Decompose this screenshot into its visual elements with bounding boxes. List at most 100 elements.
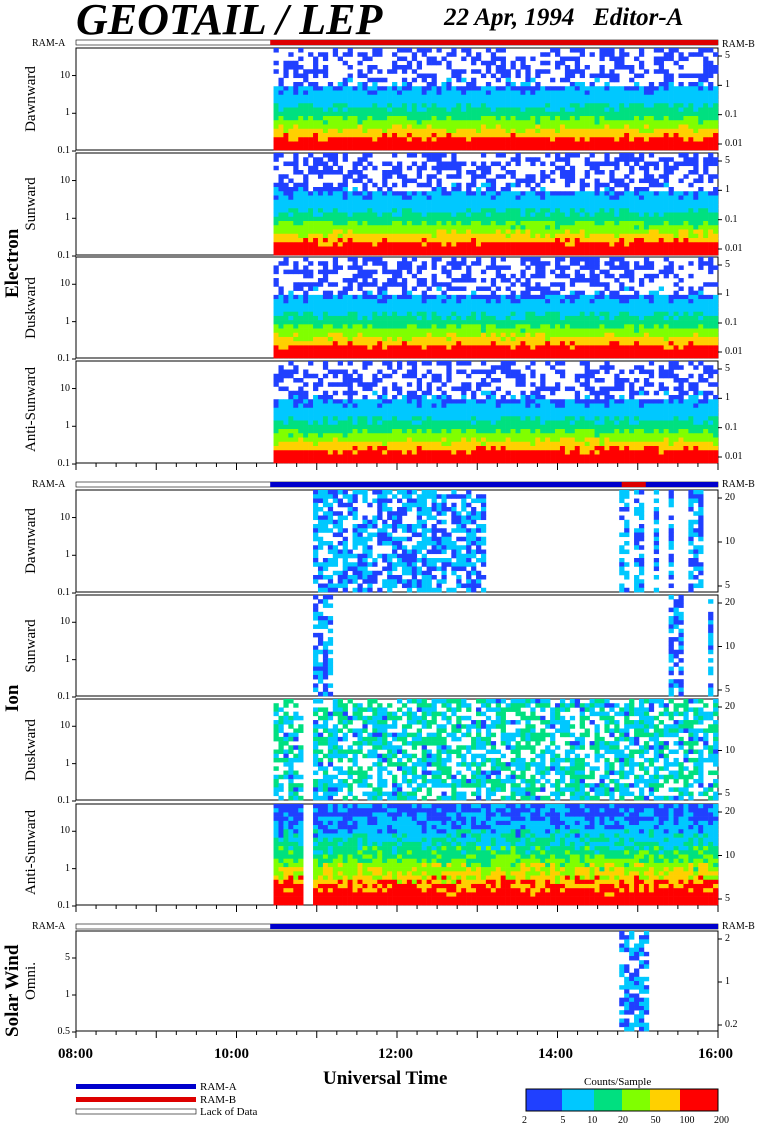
pixel bbox=[564, 233, 571, 239]
pixel bbox=[658, 212, 664, 218]
pixel bbox=[638, 341, 645, 346]
pixel bbox=[713, 133, 719, 138]
pixel bbox=[564, 69, 571, 74]
pixel bbox=[609, 128, 615, 134]
pixel bbox=[713, 52, 719, 57]
pixel bbox=[505, 82, 511, 87]
pixel bbox=[624, 137, 630, 142]
pixel bbox=[569, 124, 576, 130]
pixel bbox=[466, 341, 472, 346]
pixel bbox=[505, 233, 511, 239]
pixel bbox=[352, 107, 358, 113]
pixel bbox=[619, 221, 625, 226]
pixel bbox=[609, 320, 615, 325]
pixel bbox=[337, 332, 343, 338]
pixel bbox=[703, 242, 709, 247]
pixel bbox=[505, 345, 511, 350]
pixel bbox=[619, 299, 625, 304]
pixel bbox=[322, 182, 329, 188]
pixel bbox=[471, 170, 477, 175]
pixel bbox=[708, 246, 714, 252]
pixel bbox=[619, 349, 625, 355]
pixel bbox=[713, 246, 719, 252]
pixel bbox=[609, 229, 615, 235]
pixel bbox=[392, 212, 398, 218]
pixel bbox=[273, 111, 279, 117]
pixel bbox=[693, 242, 699, 247]
pixel bbox=[347, 208, 353, 213]
pixel bbox=[298, 233, 304, 239]
pixel bbox=[688, 204, 694, 209]
pixel bbox=[367, 299, 373, 304]
pixel bbox=[713, 161, 719, 167]
pixel bbox=[520, 120, 526, 125]
pixel bbox=[579, 195, 585, 201]
pixel bbox=[313, 282, 319, 287]
pixel bbox=[322, 250, 329, 256]
pixel bbox=[634, 86, 640, 91]
pixel bbox=[510, 174, 516, 179]
pixel bbox=[317, 170, 324, 175]
pixel bbox=[589, 229, 595, 235]
pixel bbox=[495, 69, 502, 74]
pixel bbox=[372, 269, 378, 275]
pixel bbox=[446, 250, 452, 256]
pixel bbox=[278, 246, 284, 252]
pixel bbox=[614, 137, 620, 142]
pixel bbox=[332, 145, 339, 151]
pixel bbox=[362, 229, 368, 235]
pixel bbox=[584, 199, 590, 205]
pixel bbox=[624, 116, 630, 121]
pixel bbox=[476, 187, 482, 192]
pixel bbox=[604, 242, 610, 247]
pixel bbox=[357, 107, 363, 113]
pixel bbox=[327, 242, 334, 247]
pixel bbox=[441, 332, 447, 338]
pixel bbox=[530, 250, 536, 256]
pixel bbox=[406, 82, 413, 87]
pixel bbox=[569, 336, 576, 342]
pixel bbox=[510, 103, 516, 108]
pixel bbox=[545, 195, 551, 201]
pixel bbox=[629, 77, 635, 83]
pixel bbox=[456, 191, 462, 196]
pixel bbox=[604, 328, 610, 334]
pixel bbox=[574, 290, 581, 296]
pixel bbox=[317, 120, 324, 125]
pixel bbox=[293, 353, 299, 359]
pixel bbox=[530, 345, 536, 350]
pixel bbox=[293, 204, 299, 209]
pixel bbox=[332, 299, 339, 304]
pixel bbox=[550, 290, 556, 296]
pixel bbox=[658, 116, 664, 121]
pixel bbox=[490, 86, 497, 91]
pixel bbox=[589, 107, 595, 113]
pixel bbox=[609, 145, 615, 151]
pixel bbox=[461, 90, 467, 96]
pixel bbox=[495, 107, 502, 113]
pixel bbox=[559, 212, 566, 218]
pixel bbox=[619, 48, 625, 53]
pixel bbox=[609, 73, 615, 79]
pixel bbox=[490, 161, 497, 167]
pixel bbox=[283, 128, 289, 134]
pixel bbox=[401, 178, 408, 184]
pixel bbox=[495, 273, 502, 279]
pixel bbox=[574, 111, 581, 117]
pixel bbox=[401, 124, 408, 130]
pixel bbox=[510, 238, 516, 243]
pixel bbox=[451, 86, 457, 91]
pixel bbox=[313, 133, 319, 138]
pixel bbox=[559, 221, 566, 226]
pixel bbox=[293, 153, 299, 158]
pixel bbox=[362, 294, 368, 300]
pixel bbox=[510, 133, 516, 138]
pixel bbox=[431, 204, 437, 209]
pixel bbox=[441, 250, 447, 256]
pixel bbox=[308, 199, 314, 205]
pixel bbox=[545, 128, 551, 134]
pixel bbox=[545, 120, 551, 125]
pixel bbox=[693, 145, 699, 151]
pixel bbox=[441, 141, 447, 147]
pixel bbox=[604, 311, 610, 317]
